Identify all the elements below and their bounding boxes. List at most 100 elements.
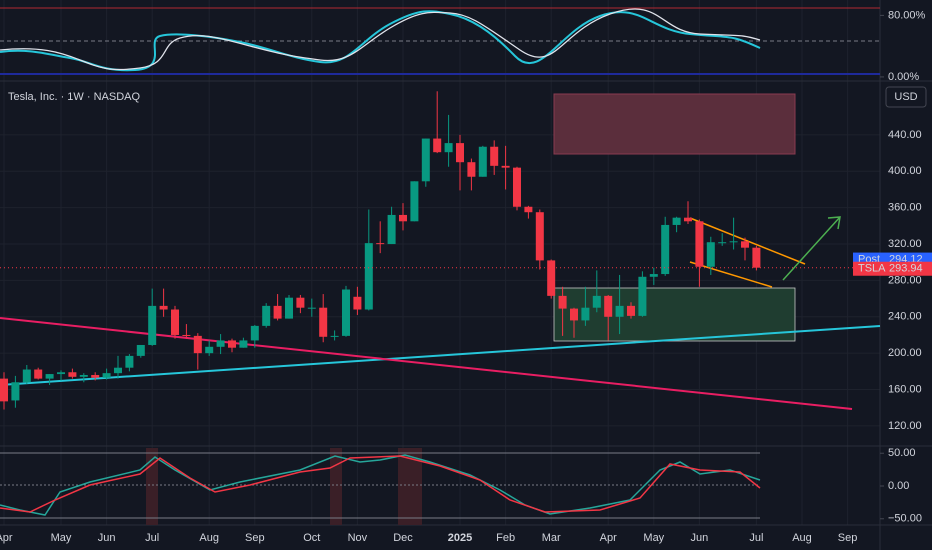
x-tick-label: Apr bbox=[0, 532, 13, 544]
candle-body bbox=[467, 162, 476, 177]
trend-line bbox=[0, 325, 881, 386]
x-tick-label: Jul bbox=[145, 532, 159, 544]
y-tick-label: 0.00 bbox=[888, 480, 909, 492]
y-tick-label: 240.00 bbox=[888, 311, 922, 323]
y-tick-label: 400.00 bbox=[888, 165, 922, 177]
candle-body bbox=[285, 297, 293, 319]
candle-body bbox=[250, 325, 259, 341]
currency-box[interactable] bbox=[885, 86, 927, 108]
candle-body bbox=[729, 241, 738, 243]
candle-body bbox=[307, 307, 316, 309]
candle-body bbox=[535, 212, 544, 261]
candle-body bbox=[684, 217, 692, 222]
candle-body bbox=[353, 296, 362, 310]
last-price-box bbox=[853, 261, 932, 276]
candle-body bbox=[718, 242, 727, 244]
candle-body bbox=[376, 243, 385, 245]
y-tick-label: 320.00 bbox=[888, 238, 922, 250]
candle-body bbox=[273, 305, 282, 319]
x-tick-label: Jun bbox=[691, 532, 709, 544]
candle-body bbox=[342, 289, 350, 336]
y-tick-label: 80.00% bbox=[888, 9, 926, 21]
y-tick-label: 160.00 bbox=[888, 383, 922, 395]
last-price: 293.94 bbox=[889, 263, 923, 275]
candle-body bbox=[752, 247, 761, 268]
candle-body bbox=[638, 276, 647, 316]
candle-body bbox=[604, 295, 613, 317]
candle-body bbox=[34, 369, 43, 379]
y-tick-label: 280.00 bbox=[888, 274, 922, 286]
candle-body bbox=[22, 369, 31, 383]
candle-body bbox=[570, 308, 578, 321]
x-tick-label: 2025 bbox=[448, 532, 472, 544]
resistance-zone bbox=[553, 93, 796, 155]
oscillator-d bbox=[0, 8, 761, 71]
candle-body bbox=[68, 372, 77, 377]
candle-body bbox=[501, 165, 510, 168]
y-tick-label: 440.00 bbox=[888, 129, 922, 141]
candle-body bbox=[114, 367, 122, 374]
candle-body bbox=[615, 305, 624, 317]
x-tick-label: Mar bbox=[542, 532, 561, 544]
last-label: TSLA bbox=[858, 263, 886, 275]
candle-body bbox=[410, 181, 419, 222]
x-tick-label: Oct bbox=[303, 532, 320, 544]
y-tick-label: 50.00 bbox=[888, 447, 916, 459]
candle-body bbox=[387, 214, 396, 245]
candle-body bbox=[148, 305, 157, 345]
wave-fast bbox=[0, 454, 761, 516]
candle-body bbox=[228, 340, 236, 348]
candle-body bbox=[524, 206, 533, 213]
candle-body bbox=[125, 355, 134, 368]
candle-body bbox=[296, 297, 305, 308]
candle-body bbox=[558, 295, 567, 309]
candle-body bbox=[319, 307, 328, 337]
candle-body bbox=[741, 241, 749, 248]
x-tick-label: Nov bbox=[348, 532, 368, 544]
candle-body bbox=[330, 335, 339, 337]
candle-body bbox=[239, 340, 248, 348]
x-tick-label: May bbox=[643, 532, 664, 544]
candle-body bbox=[649, 274, 658, 277]
candle-body bbox=[513, 167, 521, 207]
candle-body bbox=[444, 143, 453, 153]
support-zone bbox=[553, 287, 796, 342]
y-tick-label: 200.00 bbox=[888, 347, 922, 359]
x-tick-label: Apr bbox=[600, 532, 617, 544]
candle-body bbox=[171, 309, 179, 335]
candle-body bbox=[456, 143, 464, 163]
x-tick-label: Dec bbox=[393, 532, 413, 544]
x-tick-label: Jun bbox=[98, 532, 116, 544]
candle-body bbox=[79, 374, 88, 377]
x-tick-label: Jul bbox=[749, 532, 763, 544]
currency[interactable]: USD bbox=[894, 91, 917, 103]
candle-body bbox=[159, 305, 168, 310]
x-tick-label: Feb bbox=[496, 532, 515, 544]
candle-body bbox=[136, 344, 145, 356]
candle-body bbox=[102, 373, 111, 378]
highlight bbox=[330, 448, 342, 525]
wedge-line bbox=[689, 217, 806, 265]
candle-body bbox=[421, 138, 430, 182]
candle-body bbox=[672, 217, 681, 225]
candle-body bbox=[490, 146, 499, 166]
y-tick-label: 0.00% bbox=[888, 71, 919, 83]
candle-body bbox=[216, 340, 225, 347]
candle-body bbox=[581, 307, 590, 321]
candle-body bbox=[399, 214, 407, 222]
candle-body bbox=[57, 372, 65, 375]
candle-body bbox=[364, 243, 373, 310]
candle-body bbox=[661, 224, 670, 275]
x-tick-label: Aug bbox=[199, 532, 219, 544]
candle-body bbox=[182, 334, 191, 336]
candle-body bbox=[11, 382, 20, 401]
x-tick-label: Sep bbox=[245, 532, 265, 544]
candle-body bbox=[478, 146, 487, 177]
candles bbox=[0, 91, 761, 410]
candle-body bbox=[706, 242, 715, 267]
y-tick-label: 120.00 bbox=[888, 420, 922, 432]
wedge-line bbox=[689, 261, 773, 288]
candle-body bbox=[45, 374, 54, 379]
